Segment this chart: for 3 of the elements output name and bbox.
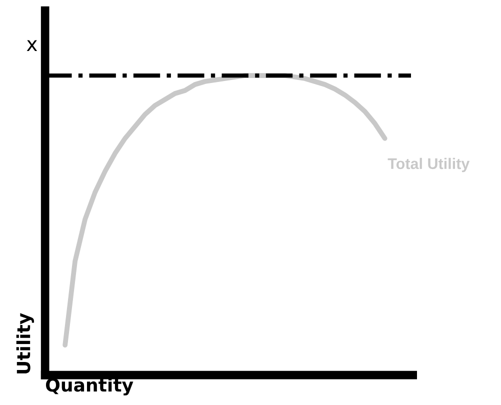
x-axis-title: Quantity xyxy=(46,378,134,396)
ref-line-label: x xyxy=(26,40,38,51)
y-axis-title: Utility xyxy=(16,313,34,374)
